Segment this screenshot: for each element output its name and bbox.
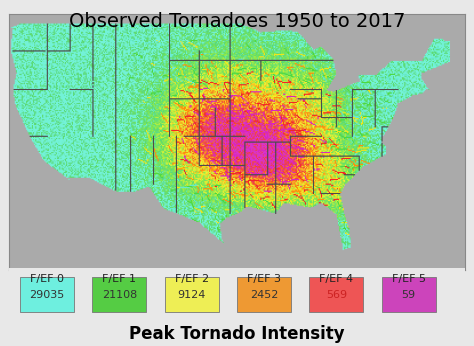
Bar bbox=[164, 277, 219, 312]
Text: Peak Tornado Intensity: Peak Tornado Intensity bbox=[129, 325, 345, 343]
Text: F/EF 4: F/EF 4 bbox=[319, 274, 354, 284]
Bar bbox=[237, 277, 291, 312]
Bar bbox=[92, 277, 146, 312]
Text: 9124: 9124 bbox=[177, 290, 206, 300]
Bar bbox=[382, 277, 436, 312]
Text: 2452: 2452 bbox=[250, 290, 278, 300]
Text: Observed Tornadoes 1950 to 2017: Observed Tornadoes 1950 to 2017 bbox=[69, 12, 405, 31]
Text: F/EF 5: F/EF 5 bbox=[392, 274, 426, 284]
Bar bbox=[310, 277, 363, 312]
Text: 59: 59 bbox=[401, 290, 416, 300]
Text: 29035: 29035 bbox=[29, 290, 64, 300]
Text: F/EF 2: F/EF 2 bbox=[174, 274, 209, 284]
Text: F/EF 1: F/EF 1 bbox=[102, 274, 136, 284]
Text: 21108: 21108 bbox=[101, 290, 137, 300]
Text: 569: 569 bbox=[326, 290, 347, 300]
Text: F/EF 3: F/EF 3 bbox=[247, 274, 281, 284]
Text: F/EF 0: F/EF 0 bbox=[30, 274, 64, 284]
Bar bbox=[20, 277, 74, 312]
